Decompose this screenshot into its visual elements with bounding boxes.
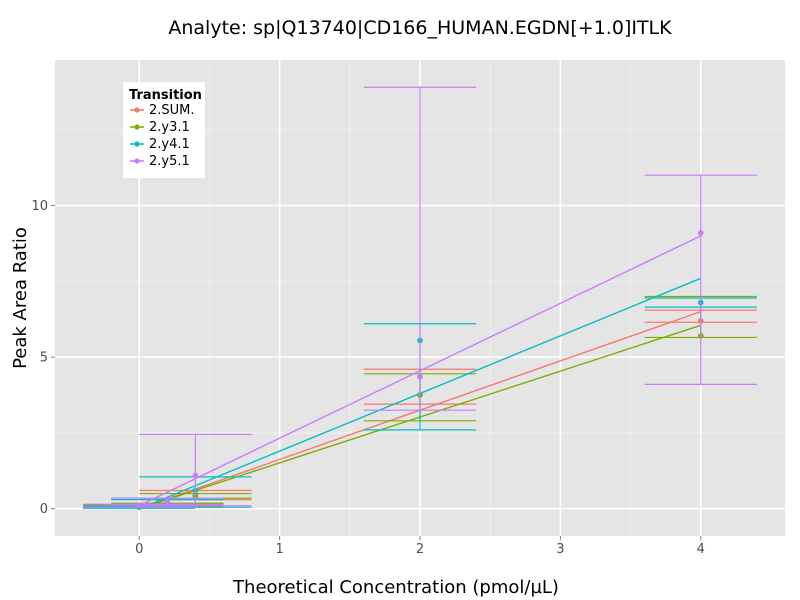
legend-key-point bbox=[134, 141, 140, 147]
legend-key-point bbox=[134, 158, 140, 164]
y-tick-label: 5 bbox=[40, 351, 48, 366]
legend-item: 2.y5.1 bbox=[130, 154, 190, 169]
y-tick-label: 0 bbox=[40, 502, 48, 517]
data-point bbox=[192, 472, 199, 479]
legend-label: 2.y3.1 bbox=[149, 120, 190, 135]
legend-items: 2.SUM. 2.y3.1 2.y4.1 2.y5.1 bbox=[130, 103, 195, 169]
legend-key-point bbox=[134, 124, 140, 130]
chart-title: Analyte: sp|Q13740|CD166_HUMAN.EGDN[+1.0… bbox=[168, 17, 672, 39]
x-axis-title: Theoretical Concentration (pmol/µL) bbox=[232, 577, 559, 598]
x-tick-label: 3 bbox=[556, 542, 564, 557]
legend-label: 2.SUM. bbox=[149, 103, 195, 118]
y-tick-label: 10 bbox=[31, 199, 48, 214]
data-point bbox=[164, 498, 171, 504]
series-2-y5-1 bbox=[83, 86, 757, 509]
data-layer bbox=[83, 86, 757, 510]
legend-label: 2.y4.1 bbox=[149, 137, 190, 152]
x-tick-label: 4 bbox=[697, 542, 705, 557]
y-axis-title: Peak Area Ratio bbox=[10, 227, 31, 369]
legend-item: 2.y3.1 bbox=[130, 120, 190, 135]
legend-label: 2.y5.1 bbox=[149, 154, 190, 169]
data-point bbox=[417, 374, 423, 380]
x-tick-label: 2 bbox=[416, 542, 424, 557]
legend: Transition 2.SUM. 2.y3.1 2.y4.1 2.y5.1 bbox=[123, 82, 205, 178]
x-tick-label: 0 bbox=[135, 542, 143, 557]
legend-item: 2.y4.1 bbox=[130, 137, 190, 152]
legend-item: 2.SUM. bbox=[130, 103, 195, 118]
x-tick-label: 1 bbox=[275, 542, 283, 557]
legend-key-point bbox=[134, 107, 140, 113]
legend-title: Transition bbox=[129, 88, 202, 103]
axis-layer: 0 1 2 3 4 0 5 10 bbox=[31, 199, 704, 557]
data-point bbox=[697, 230, 704, 236]
